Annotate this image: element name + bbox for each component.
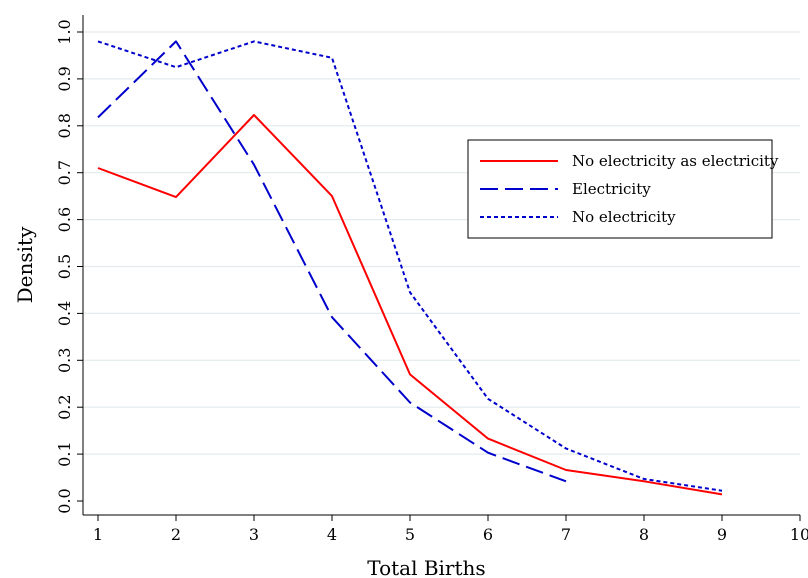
legend-label: Electricity [572, 180, 651, 198]
y-tick-label: 0.5 [55, 254, 74, 279]
x-tick-label: 6 [483, 525, 493, 544]
gridlines [83, 31, 800, 455]
x-tick-label: 3 [249, 525, 259, 544]
x-tick-label: 7 [561, 525, 571, 544]
legend-label: No electricity as electricity [572, 152, 779, 170]
series-line-no-electricity-as-electricity [97, 114, 723, 496]
x-axis-title: Total Births [367, 556, 485, 578]
x-tick-label: 2 [171, 525, 181, 544]
y-tick-label: 0.7 [55, 160, 74, 185]
legend-box [467, 139, 773, 239]
y-tick-label: 0.6 [55, 207, 74, 232]
x-tick-label: 9 [717, 525, 727, 544]
y-tick-label: 0.4 [55, 301, 74, 326]
axes: 0.0 0.1 0.2 0.3 0.4 0.5 0.6 0.7 0.8 0.9 1.0 1 2 3 4 5 6 7… [55, 15, 808, 544]
y-tick-label: 0.0 [55, 488, 74, 513]
legend-label: No electricity [572, 208, 676, 226]
x-tick-label: 5 [405, 525, 415, 544]
y-tick-label: 0.1 [55, 441, 74, 466]
series-line-electricity [97, 40, 567, 483]
y-tick-label: 0.3 [55, 348, 74, 373]
x-tick-label: 1 [93, 525, 103, 544]
y-tick-label: 0.8 [55, 113, 74, 138]
legend: No electricity as electricity Electricity… [467, 139, 779, 239]
series-lines [97, 40, 723, 496]
y-tick-label: 0.9 [55, 66, 74, 91]
x-tick-label: 10 [790, 525, 808, 544]
x-tick-label: 4 [327, 525, 337, 544]
y-tick-label: 1.0 [55, 19, 74, 44]
y-axis-title: Density [13, 226, 37, 303]
series-line-no-electricity [97, 40, 723, 492]
x-tick-label: 8 [639, 525, 649, 544]
y-tick-label: 0.2 [55, 394, 74, 419]
